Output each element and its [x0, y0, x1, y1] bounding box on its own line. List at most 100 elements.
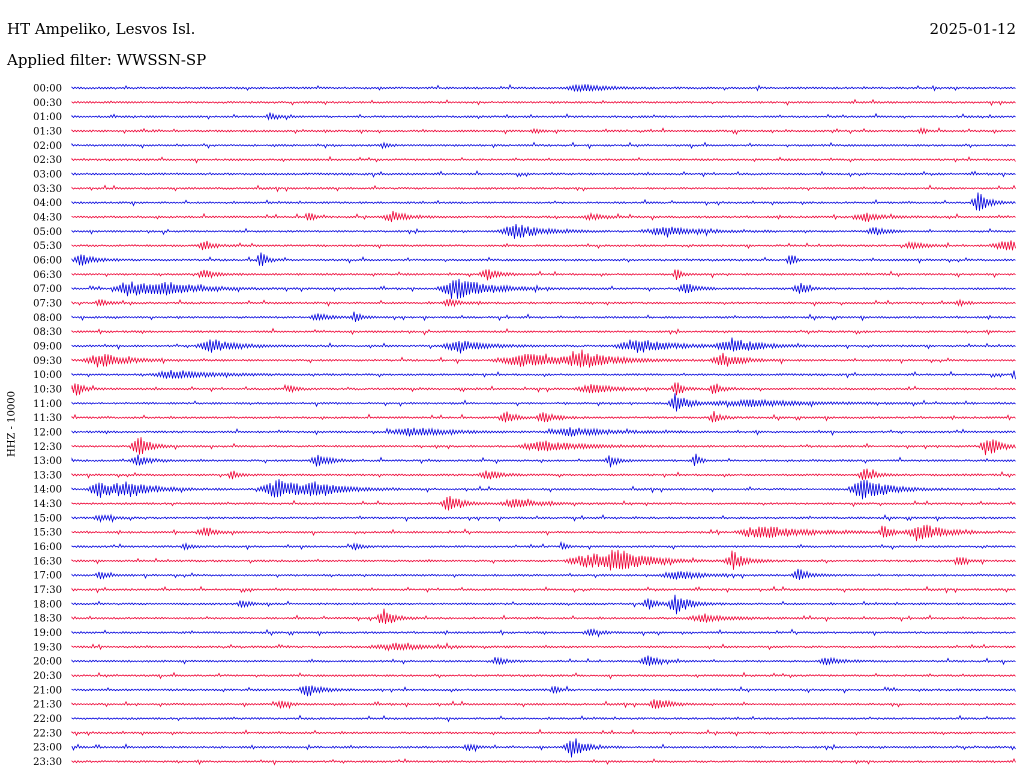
seismic-trace	[71, 337, 1016, 354]
time-label: 18:30	[33, 614, 62, 625]
seismic-trace	[71, 585, 1016, 594]
seismic-trace	[71, 327, 1016, 336]
time-label: 14:30	[33, 499, 62, 510]
time-label: 04:00	[33, 198, 62, 209]
time-label: 20:30	[33, 671, 62, 682]
filter-label: Applied filter: WWSSN-SP	[7, 51, 207, 69]
seismic-trace	[71, 141, 1016, 150]
seismic-trace	[71, 382, 1016, 396]
time-label: 02:00	[33, 141, 62, 152]
seismic-trace	[71, 252, 1016, 266]
seismic-trace	[71, 155, 1016, 164]
seismic-trace	[71, 278, 1016, 299]
seismic-trace	[71, 608, 1016, 624]
seismic-trace	[71, 311, 1016, 322]
date-label: 2025-01-12	[929, 20, 1016, 38]
time-label: 00:30	[33, 98, 62, 109]
seismic-trace	[71, 468, 1016, 480]
time-label: 07:30	[33, 298, 62, 309]
time-label: 22:00	[33, 714, 62, 725]
time-label: 11:00	[33, 399, 62, 410]
seismic-trace	[71, 699, 1016, 710]
time-label: 08:00	[33, 313, 62, 324]
time-label: 03:30	[33, 184, 62, 195]
seismic-trace	[71, 524, 1016, 542]
seismic-trace	[71, 495, 1016, 511]
time-label: 03:00	[33, 169, 62, 180]
seismic-trace	[71, 540, 1016, 551]
seismic-trace	[71, 655, 1016, 666]
time-label: 19:00	[33, 628, 62, 639]
time-label: 14:00	[33, 485, 62, 496]
seismic-trace	[71, 427, 1016, 437]
time-label: 05:00	[33, 227, 62, 238]
time-label: 21:00	[33, 685, 62, 696]
time-label: 17:30	[33, 585, 62, 596]
seismic-trace	[71, 410, 1016, 423]
seismic-trace	[71, 83, 1016, 93]
time-label: 18:00	[33, 599, 62, 610]
seismic-trace	[71, 184, 1016, 193]
time-label: 22:30	[33, 728, 62, 739]
seismic-trace	[71, 549, 1016, 571]
seismic-trace	[71, 192, 1016, 211]
seismic-trace	[71, 240, 1016, 251]
station-title: HT Ampeliko, Lesvos Isl.	[7, 20, 196, 38]
seismic-trace	[71, 298, 1016, 308]
time-label: 02:30	[33, 155, 62, 166]
time-label: 01:30	[33, 126, 62, 137]
time-label: 07:00	[33, 284, 62, 295]
seismic-trace	[71, 594, 1016, 615]
time-label: 06:00	[33, 255, 62, 266]
time-label: 19:30	[33, 642, 62, 653]
seismic-trace	[71, 224, 1016, 239]
seismic-trace	[71, 127, 1016, 136]
seismic-trace	[71, 210, 1016, 223]
seismic-trace	[71, 479, 1016, 500]
time-label: 12:30	[33, 442, 62, 453]
time-label: 06:30	[33, 270, 62, 281]
time-label: 15:30	[33, 528, 62, 539]
time-label: 12:00	[33, 427, 62, 438]
seismic-trace	[71, 170, 1016, 178]
time-label: 13:00	[33, 456, 62, 467]
seismic-trace	[71, 513, 1016, 524]
seismic-trace	[71, 453, 1016, 468]
time-label: 11:30	[33, 413, 62, 424]
time-label: 09:00	[33, 341, 62, 352]
time-label: 10:00	[33, 370, 62, 381]
time-label: 16:00	[33, 542, 62, 553]
seismic-trace	[71, 393, 1016, 412]
seismic-trace	[71, 685, 1016, 697]
time-label: 10:30	[33, 384, 62, 395]
time-label: 17:00	[33, 571, 62, 582]
time-label: 05:30	[33, 241, 62, 252]
time-label: 16:30	[33, 556, 62, 567]
time-label: 04:30	[33, 212, 62, 223]
seismic-trace	[71, 269, 1016, 281]
seismic-trace	[71, 758, 1016, 766]
time-label: 00:00	[33, 84, 62, 95]
time-label: 08:30	[33, 327, 62, 338]
seismic-trace	[71, 568, 1016, 581]
seismic-trace	[71, 98, 1016, 107]
time-label: 15:00	[33, 513, 62, 524]
seismic-trace	[71, 112, 1016, 121]
seismic-trace	[71, 728, 1016, 737]
time-label: 23:00	[33, 743, 62, 754]
seismic-trace	[71, 628, 1016, 638]
time-label: 09:30	[33, 356, 62, 367]
seismic-trace	[71, 370, 1016, 380]
seismic-trace	[71, 671, 1016, 680]
seismic-trace	[71, 437, 1016, 456]
time-label: 21:30	[33, 700, 62, 711]
time-label: 01:00	[33, 112, 62, 123]
seismic-trace	[71, 714, 1016, 723]
time-label: 13:30	[33, 470, 62, 481]
seismic-trace	[71, 738, 1016, 758]
seismic-trace	[71, 642, 1016, 652]
time-label: 23:30	[33, 757, 62, 768]
seismic-trace	[71, 349, 1016, 368]
time-label: 20:00	[33, 657, 62, 668]
